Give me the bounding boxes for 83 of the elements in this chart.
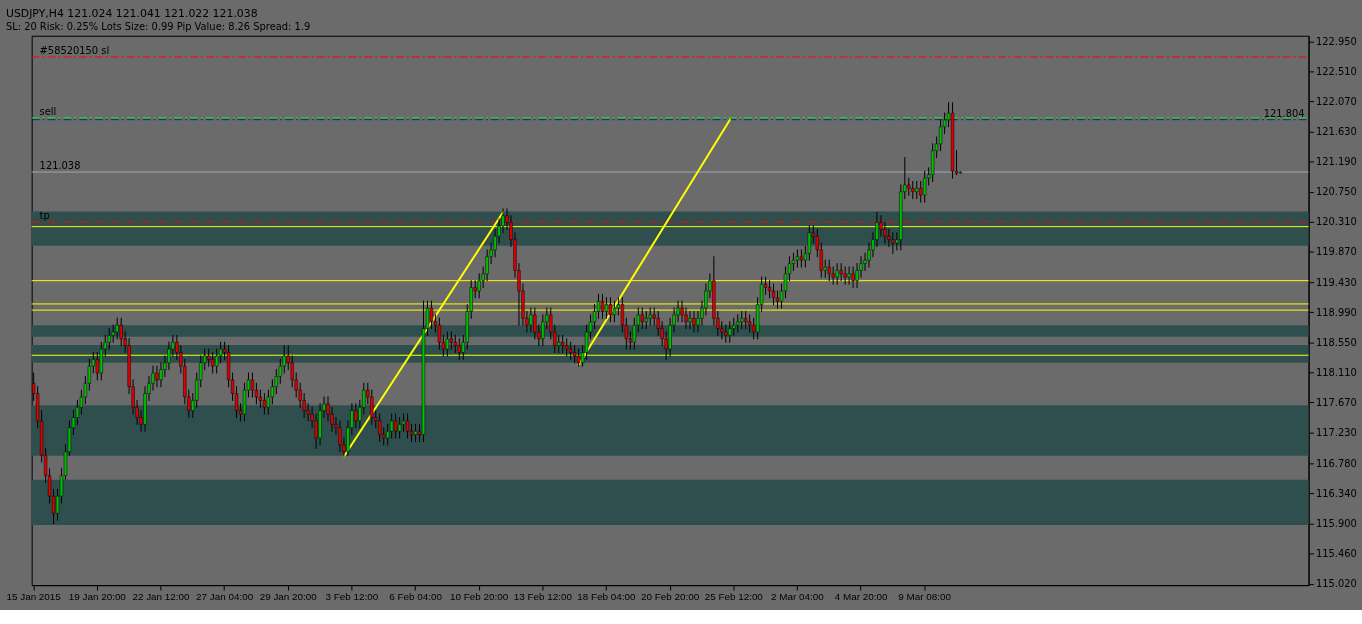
x-tick-label: 22 Jan 12:00 (132, 591, 191, 603)
candlestick (394, 413, 398, 439)
candlestick (923, 170, 927, 203)
candlestick (338, 420, 342, 453)
x-tick-label: 25 Feb 12:00 (704, 591, 764, 603)
candlestick (354, 403, 358, 429)
candlestick (155, 365, 159, 388)
candlestick (827, 259, 831, 282)
candlestick (457, 338, 461, 360)
candlestick (119, 317, 123, 347)
candlestick (656, 310, 660, 336)
x-tick-label: 2 Mar 04:00 (771, 591, 825, 603)
candlestick (445, 331, 449, 357)
candlestick (851, 266, 855, 289)
x-tick-label: 18 Feb 04:00 (577, 591, 637, 603)
candlestick (95, 352, 99, 381)
y-tick-label: 120.310 (1315, 216, 1357, 228)
y-tick-label: 118.990 (1315, 306, 1357, 318)
candlestick (397, 417, 402, 439)
candlestick (477, 273, 481, 299)
candlestick (688, 310, 692, 330)
x-tick-label: 29 Jan 20:00 (259, 591, 318, 603)
candlestick (218, 341, 223, 364)
candlestick (266, 389, 270, 415)
ref-line-label: sell (39, 105, 57, 117)
candlestick (600, 293, 605, 319)
y-tick-label: 118.110 (1315, 366, 1357, 378)
ref-line-label: #58520150 sl (39, 45, 110, 57)
candlestick (891, 232, 895, 254)
y-tick-label: 120.750 (1315, 186, 1357, 198)
y-tick-label: 121.630 (1315, 126, 1357, 138)
x-tick-label: 3 Feb 12:00 (325, 591, 379, 603)
candlestick (835, 263, 839, 285)
candlestick (115, 317, 119, 340)
ref-line-label: 121.038 (39, 160, 81, 172)
candlestick (771, 283, 776, 306)
candlestick (608, 297, 613, 323)
candlestick (843, 266, 847, 285)
candlestick (250, 372, 255, 398)
x-tick-label: 10 Feb 20:00 (450, 591, 509, 603)
candlestick (429, 300, 434, 330)
candlestick (612, 300, 617, 323)
x-tick-label: 15 Jan 2015 (6, 591, 62, 603)
candlestick (262, 393, 267, 415)
candlestick (919, 180, 923, 203)
y-tick-label: 115.900 (1315, 518, 1357, 530)
candlestick (378, 413, 382, 442)
candlestick (847, 266, 851, 285)
chart-subtitle: SL: 20 Risk: 0.25% Lots Size: 0.99 Pip Value: 8.26 Spread: 1.9 (5, 20, 311, 32)
y-tick-label: 122.510 (1315, 65, 1357, 77)
chart-title: USDJPY,H4 121.024 121.041 121.022 121.038 (5, 6, 258, 20)
candlestick (692, 310, 696, 333)
y-tick-label: 122.950 (1315, 35, 1357, 47)
candlestick (370, 389, 374, 425)
ref-line-label: tp (39, 209, 50, 221)
x-tick-label: 4 Mar 20:00 (834, 591, 888, 603)
candlestick (99, 341, 103, 381)
candlestick (529, 307, 533, 333)
x-tick-label: 9 Mar 08:00 (898, 591, 952, 603)
x-tick-label: 20 Feb 20:00 (641, 591, 700, 603)
candlestick (211, 352, 215, 374)
y-tick-label: 119.870 (1315, 246, 1357, 258)
candlestick (604, 297, 609, 319)
y-tick-label: 116.340 (1315, 487, 1357, 499)
candlestick (640, 307, 644, 330)
y-tick-label: 117.230 (1315, 427, 1357, 439)
y-tick-label: 121.190 (1315, 156, 1357, 168)
y-tick-label: 119.430 (1315, 276, 1357, 288)
x-tick-label: 6 Feb 04:00 (389, 591, 443, 603)
ref-line-label: 121.804 (1263, 107, 1305, 119)
candlestick (632, 317, 636, 350)
candlestick (390, 413, 394, 439)
candlestick (728, 321, 732, 343)
y-tick-label: 122.070 (1315, 95, 1357, 107)
x-tick-label: 19 Jan 20:00 (68, 591, 127, 603)
x-tick-label: 27 Jan 04:00 (196, 591, 254, 603)
y-tick-label: 117.670 (1315, 396, 1357, 408)
x-tick-label: 13 Feb 12:00 (513, 591, 573, 603)
y-tick-label: 115.460 (1315, 548, 1357, 560)
y-tick-label: 115.020 (1315, 578, 1357, 590)
candlestick (437, 317, 442, 350)
y-tick-label: 118.550 (1315, 336, 1357, 348)
y-tick-label: 116.780 (1315, 457, 1357, 469)
